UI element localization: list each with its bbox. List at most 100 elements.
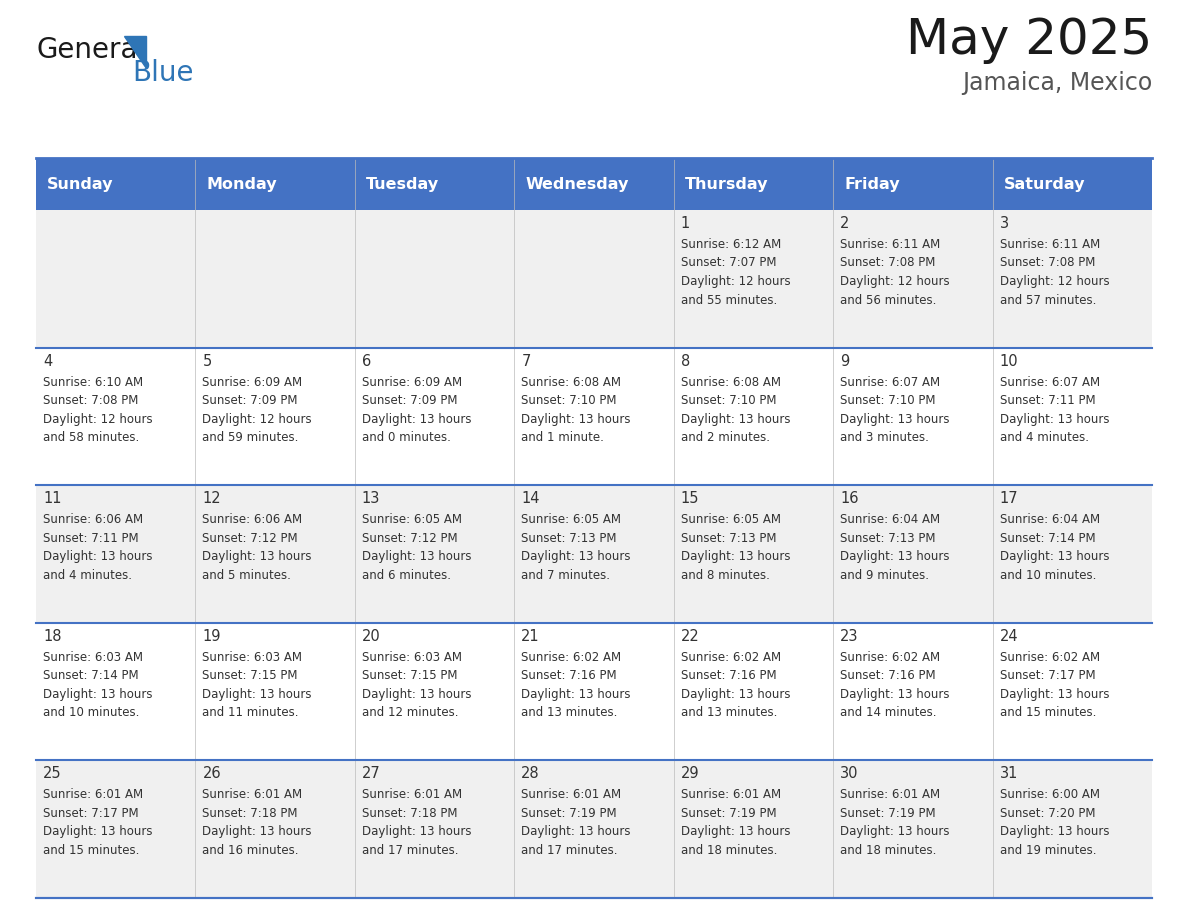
Text: Sunset: 7:11 PM: Sunset: 7:11 PM — [999, 394, 1095, 407]
Text: Sunrise: 6:01 AM: Sunrise: 6:01 AM — [43, 789, 143, 801]
Text: Monday: Monday — [207, 176, 277, 192]
Text: and 16 minutes.: and 16 minutes. — [202, 844, 299, 856]
Text: General: General — [36, 36, 145, 64]
Text: Sunset: 7:12 PM: Sunset: 7:12 PM — [202, 532, 298, 544]
Text: and 56 minutes.: and 56 minutes. — [840, 294, 936, 307]
Text: and 12 minutes.: and 12 minutes. — [362, 706, 459, 720]
Bar — [36, 210, 1152, 348]
Text: Sunrise: 6:10 AM: Sunrise: 6:10 AM — [43, 375, 143, 388]
Text: 11: 11 — [43, 491, 62, 506]
Text: Daylight: 13 hours: Daylight: 13 hours — [840, 550, 949, 564]
Text: Sunrise: 6:02 AM: Sunrise: 6:02 AM — [522, 651, 621, 664]
Text: Sunset: 7:07 PM: Sunset: 7:07 PM — [681, 256, 776, 270]
Text: Sunset: 7:13 PM: Sunset: 7:13 PM — [522, 532, 617, 544]
Text: and 9 minutes.: and 9 minutes. — [840, 568, 929, 582]
Text: and 14 minutes.: and 14 minutes. — [840, 706, 936, 720]
Text: Daylight: 13 hours: Daylight: 13 hours — [522, 825, 631, 838]
Text: Daylight: 13 hours: Daylight: 13 hours — [840, 825, 949, 838]
Bar — [992, 158, 1152, 210]
Text: 27: 27 — [362, 767, 380, 781]
Text: and 58 minutes.: and 58 minutes. — [43, 431, 139, 444]
Text: Daylight: 13 hours: Daylight: 13 hours — [362, 412, 472, 426]
Text: 16: 16 — [840, 491, 859, 506]
Text: Sunset: 7:10 PM: Sunset: 7:10 PM — [681, 394, 776, 407]
Text: Friday: Friday — [845, 176, 901, 192]
Text: May 2025: May 2025 — [905, 16, 1152, 64]
Text: Daylight: 12 hours: Daylight: 12 hours — [202, 412, 312, 426]
Text: Daylight: 13 hours: Daylight: 13 hours — [522, 550, 631, 564]
Text: 21: 21 — [522, 629, 539, 644]
Bar — [36, 760, 1152, 898]
Text: Daylight: 13 hours: Daylight: 13 hours — [43, 550, 152, 564]
Text: Sunset: 7:12 PM: Sunset: 7:12 PM — [362, 532, 457, 544]
Text: Thursday: Thursday — [684, 176, 769, 192]
Text: Sunset: 7:08 PM: Sunset: 7:08 PM — [999, 256, 1095, 270]
Text: Sunset: 7:19 PM: Sunset: 7:19 PM — [681, 807, 776, 820]
Text: 8: 8 — [681, 353, 690, 369]
Text: Daylight: 13 hours: Daylight: 13 hours — [522, 412, 631, 426]
Text: Sunrise: 6:05 AM: Sunrise: 6:05 AM — [362, 513, 462, 526]
Text: Sunset: 7:16 PM: Sunset: 7:16 PM — [840, 669, 936, 682]
Text: and 17 minutes.: and 17 minutes. — [522, 844, 618, 856]
Text: and 15 minutes.: and 15 minutes. — [43, 844, 139, 856]
Text: Daylight: 13 hours: Daylight: 13 hours — [522, 688, 631, 700]
Bar — [355, 158, 514, 210]
Text: Sunrise: 6:01 AM: Sunrise: 6:01 AM — [362, 789, 462, 801]
Text: 2: 2 — [840, 216, 849, 231]
Bar — [674, 158, 833, 210]
Text: and 19 minutes.: and 19 minutes. — [999, 844, 1097, 856]
Text: 28: 28 — [522, 767, 539, 781]
Text: Sunrise: 6:09 AM: Sunrise: 6:09 AM — [362, 375, 462, 388]
Text: 12: 12 — [202, 491, 221, 506]
Text: Daylight: 13 hours: Daylight: 13 hours — [840, 412, 949, 426]
Text: and 18 minutes.: and 18 minutes. — [840, 844, 936, 856]
Text: and 7 minutes.: and 7 minutes. — [522, 568, 611, 582]
Text: Sunset: 7:19 PM: Sunset: 7:19 PM — [840, 807, 936, 820]
Text: Daylight: 13 hours: Daylight: 13 hours — [681, 412, 790, 426]
Text: and 55 minutes.: and 55 minutes. — [681, 294, 777, 307]
Text: Daylight: 13 hours: Daylight: 13 hours — [681, 688, 790, 700]
Text: Sunset: 7:19 PM: Sunset: 7:19 PM — [522, 807, 617, 820]
Text: 23: 23 — [840, 629, 859, 644]
Text: Sunset: 7:15 PM: Sunset: 7:15 PM — [362, 669, 457, 682]
Text: and 17 minutes.: and 17 minutes. — [362, 844, 459, 856]
Text: Sunset: 7:14 PM: Sunset: 7:14 PM — [43, 669, 139, 682]
Text: Sunset: 7:13 PM: Sunset: 7:13 PM — [681, 532, 776, 544]
Text: Daylight: 13 hours: Daylight: 13 hours — [362, 825, 472, 838]
Text: Sunrise: 6:02 AM: Sunrise: 6:02 AM — [840, 651, 940, 664]
Text: and 8 minutes.: and 8 minutes. — [681, 568, 770, 582]
Text: Sunset: 7:13 PM: Sunset: 7:13 PM — [840, 532, 936, 544]
Text: Daylight: 13 hours: Daylight: 13 hours — [202, 688, 312, 700]
Text: Daylight: 13 hours: Daylight: 13 hours — [999, 825, 1110, 838]
Text: and 15 minutes.: and 15 minutes. — [999, 706, 1097, 720]
Text: Sunrise: 6:07 AM: Sunrise: 6:07 AM — [999, 375, 1100, 388]
Text: 4: 4 — [43, 353, 52, 369]
Text: Sunrise: 6:06 AM: Sunrise: 6:06 AM — [43, 513, 143, 526]
Text: and 4 minutes.: and 4 minutes. — [43, 568, 132, 582]
Text: 25: 25 — [43, 767, 62, 781]
Text: Sunrise: 6:04 AM: Sunrise: 6:04 AM — [999, 513, 1100, 526]
Text: Sunrise: 6:08 AM: Sunrise: 6:08 AM — [522, 375, 621, 388]
Text: Sunrise: 6:09 AM: Sunrise: 6:09 AM — [202, 375, 303, 388]
Text: 19: 19 — [202, 629, 221, 644]
Bar — [36, 158, 196, 210]
Text: Sunrise: 6:12 AM: Sunrise: 6:12 AM — [681, 238, 781, 251]
Text: Sunset: 7:09 PM: Sunset: 7:09 PM — [202, 394, 298, 407]
Text: 17: 17 — [999, 491, 1018, 506]
Text: 18: 18 — [43, 629, 62, 644]
Text: 31: 31 — [999, 767, 1018, 781]
Text: Daylight: 12 hours: Daylight: 12 hours — [43, 412, 152, 426]
Text: Daylight: 13 hours: Daylight: 13 hours — [999, 688, 1110, 700]
Text: Sunset: 7:09 PM: Sunset: 7:09 PM — [362, 394, 457, 407]
Text: Saturday: Saturday — [1004, 176, 1085, 192]
Bar — [36, 348, 1152, 486]
Text: 29: 29 — [681, 767, 700, 781]
Text: Sunset: 7:17 PM: Sunset: 7:17 PM — [43, 807, 139, 820]
Text: Sunrise: 6:01 AM: Sunrise: 6:01 AM — [840, 789, 940, 801]
Text: Daylight: 13 hours: Daylight: 13 hours — [43, 688, 152, 700]
Text: Sunrise: 6:11 AM: Sunrise: 6:11 AM — [999, 238, 1100, 251]
Text: Sunset: 7:08 PM: Sunset: 7:08 PM — [840, 256, 935, 270]
Bar — [196, 158, 355, 210]
Text: and 13 minutes.: and 13 minutes. — [522, 706, 618, 720]
Text: Sunrise: 6:01 AM: Sunrise: 6:01 AM — [681, 789, 781, 801]
